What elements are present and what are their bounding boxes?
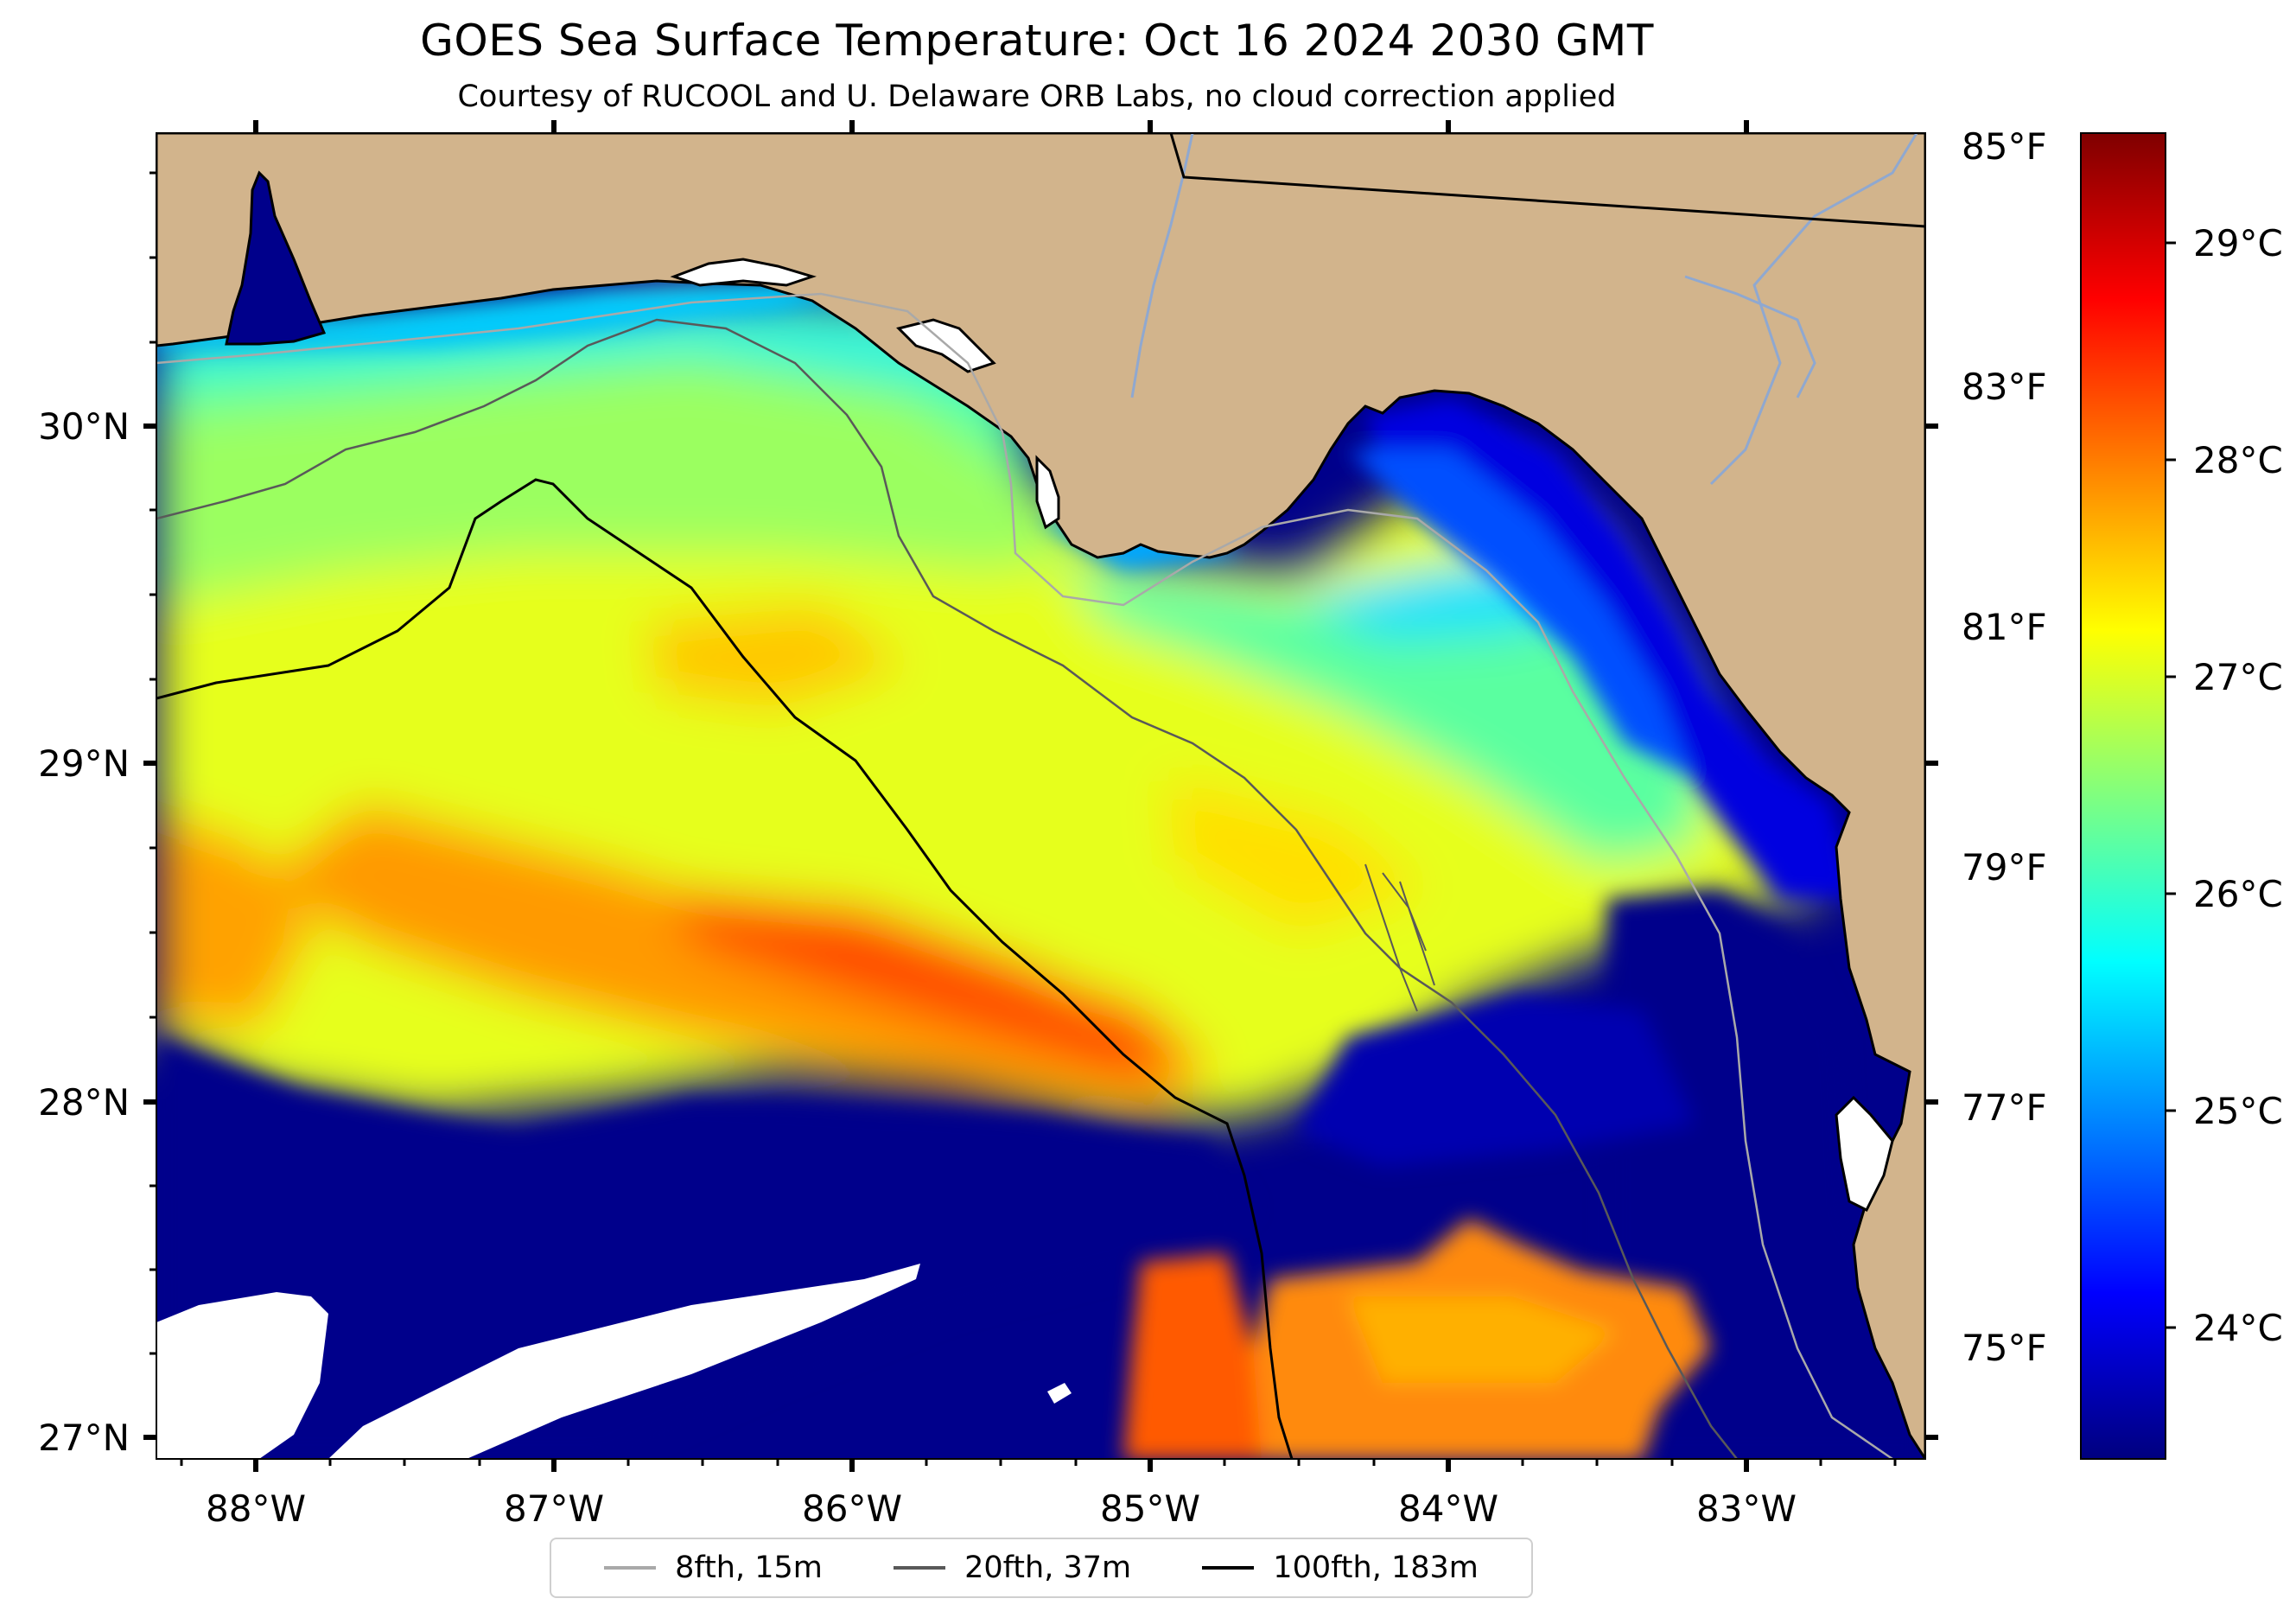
land-mass — [156, 133, 1925, 1459]
lat-tick-label: 30°N — [38, 405, 130, 448]
lat-tick-label: 27°N — [38, 1417, 130, 1459]
colorbar-ticks — [2166, 241, 2176, 1329]
celsius-tick-label: 27°C — [2193, 656, 2283, 698]
map-frame — [156, 132, 1926, 1460]
southern-warm-patch — [1123, 1219, 1711, 1459]
celsius-tick-label: 29°C — [2193, 222, 2283, 264]
celsius-tick-label: 26°C — [2193, 873, 2283, 915]
lon-tick-label: 83°W — [1696, 1487, 1797, 1530]
lon-tick-label: 85°W — [1100, 1487, 1200, 1530]
legend-swatch — [1202, 1566, 1255, 1570]
map-title: GOES Sea Surface Temperature: Oct 16 202… — [420, 16, 1654, 66]
lat-tick-label: 29°N — [38, 742, 130, 785]
fahrenheit-tick-label: 77°F — [1962, 1086, 2047, 1129]
lon-ticks — [253, 120, 1749, 1472]
fahrenheit-tick-label: 81°F — [1962, 606, 2047, 648]
map-area — [156, 133, 1925, 1459]
state-boundary — [1169, 133, 1925, 228]
lon-tick-label: 84°W — [1398, 1487, 1498, 1530]
lat-ticks — [143, 424, 1938, 1440]
isobath-legend: 8fth, 15m 20fth, 37m 100fth, 183m — [550, 1538, 1533, 1598]
legend-label: 20fth, 37m — [964, 1551, 1132, 1585]
celsius-tick-label: 28°C — [2193, 439, 2283, 481]
legend-item-100fth: 100fth, 183m — [1202, 1551, 1479, 1585]
legend-label: 100fth, 183m — [1273, 1551, 1479, 1585]
colorbar — [2080, 132, 2166, 1460]
apalachicola-bay — [1035, 455, 1060, 530]
mobile-bay — [225, 170, 327, 346]
celsius-tick-label: 24°C — [2193, 1307, 2283, 1349]
pensacola-bay — [670, 258, 817, 287]
lon-tick-label: 87°W — [504, 1487, 604, 1530]
legend-swatch — [604, 1566, 657, 1570]
legend-swatch — [894, 1566, 946, 1570]
lat-tick-label: 28°N — [38, 1081, 130, 1124]
isobath-20fth — [156, 318, 1738, 1459]
fahrenheit-tick-label: 79°F — [1962, 846, 2047, 888]
legend-label: 8fth, 15m — [675, 1551, 823, 1585]
cloud-mask — [156, 1264, 1072, 1459]
lon-tick-label: 88°W — [206, 1487, 306, 1530]
tampa-bay — [1835, 1095, 1894, 1213]
fahrenheit-tick-label: 75°F — [1962, 1327, 2047, 1369]
celsius-tick-label: 25°C — [2193, 1090, 2283, 1132]
legend-item-20fth: 20fth, 37m — [894, 1551, 1131, 1585]
lon-tick-label: 86°W — [802, 1487, 902, 1530]
minor-ticks — [149, 171, 1897, 1466]
isobath-100fth — [156, 478, 1294, 1459]
map-subtitle: Courtesy of RUCOOL and U. Delaware ORB L… — [457, 80, 1617, 114]
isobath-8fth — [156, 292, 1893, 1459]
fahrenheit-tick-label: 85°F — [1962, 125, 2047, 168]
rivers — [1130, 133, 1918, 486]
shoal-contours — [1364, 863, 1435, 1012]
fahrenheit-tick-label: 83°F — [1962, 366, 2047, 408]
legend-item-8fth: 8fth, 15m — [604, 1551, 823, 1585]
